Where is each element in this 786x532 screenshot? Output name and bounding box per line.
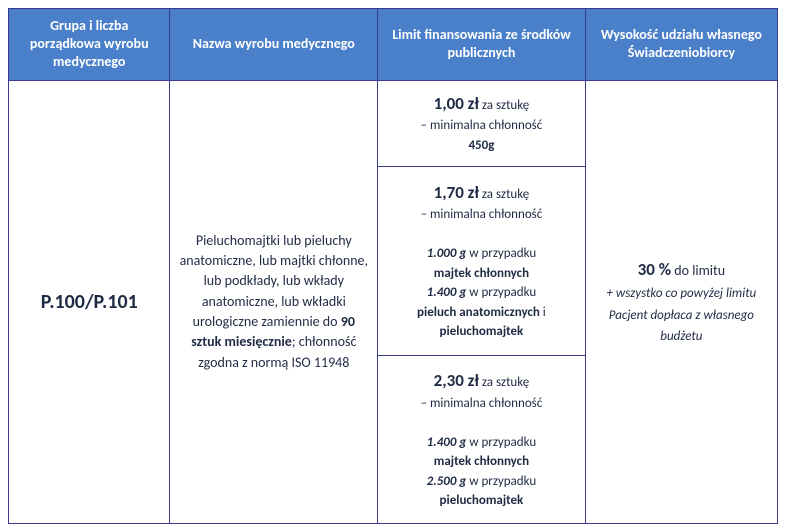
- share-cell: 30 % do limitu + wszystko co powyżej lim…: [585, 80, 777, 523]
- g3-2: 2.500 g: [427, 474, 467, 489]
- share-note: + wszystko co powyżej limitu Pacjent dop…: [606, 286, 756, 344]
- t3-2: w przypadku: [466, 474, 536, 489]
- header-limit: Limit finansowania ze środków publicznyc…: [378, 9, 586, 81]
- limit-cell-3: 2,30 zł za sztukę – minimalna chłonność …: [378, 355, 586, 523]
- val-1: 450g: [468, 138, 494, 153]
- p3-2: pieluchomajtek: [440, 493, 524, 508]
- per-3: za sztukę: [479, 375, 529, 390]
- p2-1: majtek chłonnych: [434, 266, 529, 281]
- t2-1: w przypadku: [466, 246, 536, 261]
- group-code: P.100/P.101: [15, 290, 163, 314]
- g3-1: 1.400 g: [427, 435, 467, 450]
- sub-2: – minimalna chłonność: [421, 207, 543, 222]
- table-row: P.100/P.101 Pieluchomajtki lub pieluchy …: [9, 80, 778, 166]
- p3-1: majtek chłonnych: [434, 454, 529, 469]
- limit-cell-2: 1,70 zł za sztukę – minimalna chłonność …: [378, 166, 586, 355]
- header-group: Grupa i liczba porządkowa wyrobu medyczn…: [9, 9, 170, 81]
- p2-2: pieluch anatomicznych: [417, 305, 540, 320]
- header-name: Nazwa wyrobu medycznego: [170, 9, 378, 81]
- price-1: 1,00 zł: [434, 93, 479, 114]
- per-2: za sztukę: [479, 187, 529, 202]
- g2-1: 1.000 g: [427, 246, 467, 261]
- t2-2: w przypadku: [466, 285, 536, 300]
- limit-cell-1: 1,00 zł za sztukę – minimalna chłonność …: [378, 80, 586, 166]
- p2-3: pieluchomajtek: [440, 324, 524, 339]
- group-code-cell: P.100/P.101: [9, 80, 170, 523]
- per-1: za sztukę: [479, 98, 529, 113]
- t3-1: w przypadku: [466, 435, 536, 450]
- header-row: Grupa i liczba porządkowa wyrobu medyczn…: [9, 9, 778, 81]
- price-3: 2,30 zł: [434, 370, 479, 391]
- share-to: do limitu: [671, 262, 725, 279]
- sub-1: – minimalna chłonność: [421, 118, 543, 133]
- and2: i: [540, 305, 546, 320]
- product-name-cell: Pieluchomajtki lub pieluchy anatomiczne,…: [170, 80, 378, 523]
- share-percent: 30 %: [638, 259, 671, 280]
- sub-3: – minimalna chłonność: [421, 396, 543, 411]
- header-share: Wysokość udziału własnego Świadczeniobio…: [585, 9, 777, 81]
- g2-2: 1.400 g: [427, 285, 467, 300]
- price-2: 1,70 zł: [434, 182, 479, 203]
- funding-table: Grupa i liczba porządkowa wyrobu medyczn…: [8, 8, 778, 524]
